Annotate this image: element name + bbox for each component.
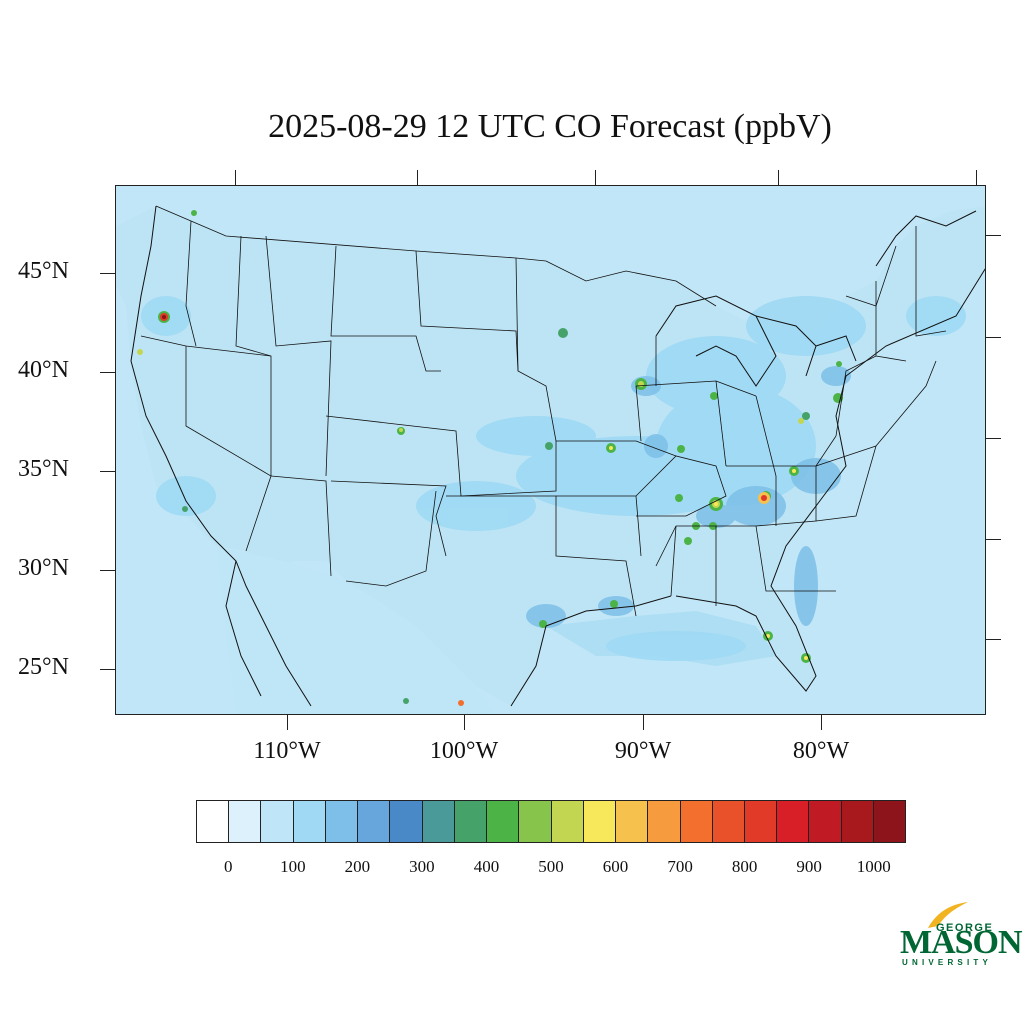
- colorbar-swatch: [519, 801, 552, 842]
- colorbar-swatch: [712, 801, 745, 842]
- colorbar-swatch: [487, 801, 520, 842]
- bottom-tick: [821, 715, 822, 730]
- colorbar-label: 500: [538, 857, 564, 876]
- longitude-label: 80°W: [792, 738, 850, 764]
- colorbar-swatch: [809, 801, 842, 842]
- colorbar-label: 100: [280, 857, 306, 876]
- colorbar-label: 400: [473, 857, 500, 876]
- gmu-logo: GEORGE MASON UNIVERSITY: [898, 900, 1023, 970]
- left-tick: [100, 570, 115, 571]
- colorbar-swatch: [358, 801, 391, 842]
- colorbar-swatch: [422, 801, 455, 842]
- left-tick: [100, 669, 115, 670]
- right-tick: [986, 639, 1001, 640]
- top-tick: [976, 170, 977, 185]
- colorbar-swatch: [841, 801, 874, 842]
- latitude-label: 25°N: [18, 654, 69, 680]
- colorbar-swatch: [293, 801, 326, 842]
- coastlines: [130, 205, 985, 707]
- mexico-land: [216, 546, 495, 714]
- colorbar-swatch: [616, 801, 649, 842]
- bottom-tick: [287, 715, 288, 730]
- colorbar-label: 300: [409, 857, 435, 876]
- left-tick: [100, 372, 115, 373]
- colorbar-label: 600: [602, 857, 629, 876]
- logo-university: UNIVERSITY: [902, 958, 993, 967]
- colorbar: [196, 800, 906, 843]
- colorbar-label: 200: [344, 857, 371, 876]
- left-tick: [100, 471, 115, 472]
- colorbar-label: 700: [667, 857, 693, 876]
- colorbar-label: 1000: [856, 857, 891, 876]
- longitude-label: 100°W: [429, 738, 499, 764]
- colorbar-label: 800: [731, 857, 758, 876]
- colorbar-swatch: [583, 801, 617, 842]
- right-tick: [986, 539, 1001, 540]
- bottom-tick: [643, 715, 644, 730]
- latitude-label: 35°N: [18, 456, 69, 482]
- logo-swoosh-icon: [928, 902, 968, 928]
- map-panel[interactable]: [115, 185, 986, 715]
- colorbar-swatch: [325, 801, 359, 842]
- colorbar-swatch: [777, 801, 810, 842]
- latitude-label: 40°N: [18, 357, 69, 383]
- latitude-label: 45°N: [18, 258, 69, 284]
- right-tick: [986, 235, 1001, 236]
- colorbar-swatch: [229, 801, 262, 842]
- colorbar-swatch: [680, 801, 713, 842]
- top-tick: [417, 170, 418, 185]
- longitude-label: 110°W: [253, 738, 321, 764]
- logo-mason: MASON: [900, 924, 1023, 961]
- co-forecast-map: [116, 205, 985, 714]
- colorbar-swatch: [390, 801, 423, 842]
- colorbar-swatch: [873, 801, 906, 842]
- right-tick: [986, 337, 1001, 338]
- colorbar-swatch: [744, 801, 778, 842]
- colorbar-label: 0: [224, 857, 233, 876]
- latitude-label: 30°N: [18, 555, 69, 581]
- map-title: 2025-08-29 12 UTC CO Forecast (ppbV): [268, 108, 832, 145]
- left-tick: [100, 273, 115, 274]
- top-tick: [595, 170, 596, 185]
- colorbar-swatch: [454, 801, 488, 842]
- top-tick: [778, 170, 779, 185]
- co-hotspots: [137, 210, 843, 706]
- right-tick: [986, 438, 1001, 439]
- colorbar-swatch: [261, 801, 294, 842]
- colorbar-swatch: [197, 801, 230, 842]
- colorbar-swatch: [648, 801, 681, 842]
- colorbar-swatch: [551, 801, 584, 842]
- state-borders: [140, 205, 947, 617]
- logo-george: GEORGE: [936, 922, 994, 934]
- top-tick: [235, 170, 236, 185]
- bottom-tick: [464, 715, 465, 730]
- colorbar-label: 900: [796, 857, 822, 876]
- longitude-label: 90°W: [614, 738, 672, 764]
